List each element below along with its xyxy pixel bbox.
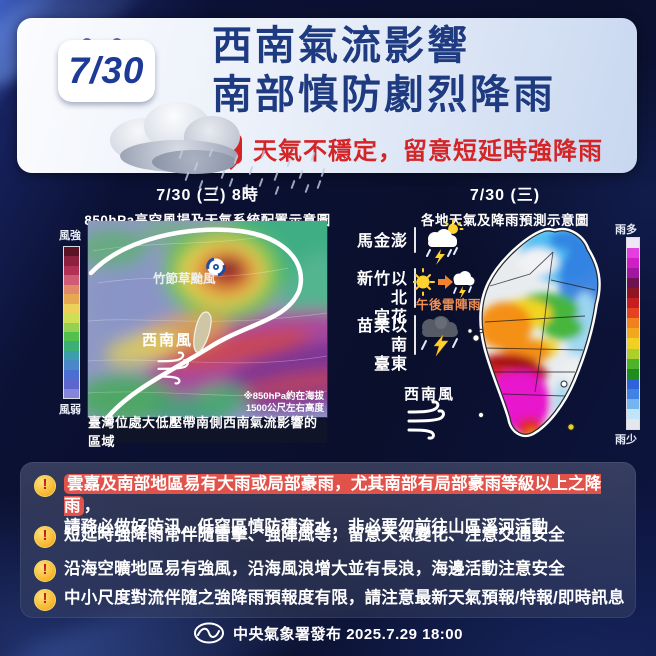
taiwan-rainfall-map (467, 227, 601, 438)
warning-exclamation-icon: ! (34, 475, 56, 497)
county-borders (483, 251, 596, 397)
scale-segment (627, 418, 639, 429)
scale-segment (627, 248, 639, 259)
advisory-item: ! 雲嘉及南部地區易有大雨或局部豪雨，尤其南部有局部豪雨等級以上之降雨， 請務必… (34, 474, 636, 539)
sun-shower-thunder-icon (426, 220, 464, 265)
scale-segment (64, 265, 79, 276)
scale-segment (64, 303, 79, 314)
wind-scale-top-label: 風強 (59, 230, 81, 242)
scale-segment (627, 358, 639, 369)
scale-segment (627, 258, 639, 269)
rain-scale-bottom-label: 雨少 (615, 434, 637, 446)
scale-segment (627, 268, 639, 279)
scale-segment (64, 247, 79, 257)
rain-cloud-icon (92, 100, 242, 180)
title-line-2: 南部慎防劇烈降雨 (212, 73, 556, 117)
scale-segment (64, 331, 79, 342)
scale-segment (627, 398, 639, 409)
page-title: 西南氣流影響 南部慎防劇烈降雨 (212, 22, 556, 120)
typhoon-symbol-icon (206, 257, 226, 277)
left-panel-datetime: 7/30 (三) 8時 (156, 187, 259, 204)
offshore-islands (467, 328, 575, 431)
header-card: 7/30 西南氣流影響 南部慎防劇烈降雨 ! 天氣不穩定，留意短延時強降雨 (17, 18, 637, 173)
scale-segment (64, 322, 79, 332)
scale-segment (627, 238, 639, 249)
left-map-caption: 臺灣位處大低壓帶南側西南氣流影響的區域 (88, 415, 327, 449)
warning-exclamation-icon: ! (34, 560, 56, 582)
scale-segment (627, 348, 639, 359)
region-separator (414, 315, 416, 355)
wind-strength-colorbar (63, 246, 80, 399)
afternoon-thundershower-note: 午後雷陣雨 (416, 298, 482, 312)
southwest-wind-label-right: 西南風 (404, 386, 456, 403)
scale-segment (64, 388, 79, 398)
scale-segment (627, 338, 639, 349)
scale-segment (64, 294, 79, 304)
right-panel-datetime: 7/30 (三) (469, 187, 541, 204)
scale-segment (64, 256, 79, 266)
right-panel-heading: 7/30 (三) 各地天氣及降雨預測示意圖 (360, 181, 650, 229)
advisory-text: 短延時強降雨常伴隨雷擊、強陣風等，留意天氣變化、注意交通安全 (64, 526, 565, 544)
sun-then-thundershower-icon (413, 268, 475, 299)
scale-segment (627, 288, 639, 299)
thunderstorm-icon (421, 316, 458, 357)
advisory-text: 雲嘉及南部地區易有大雨或局部豪雨，尤其南部有局部豪雨等級以上之降雨， 請務必做好… (64, 474, 636, 539)
advisory-text: 沿海空曠地區易有強風，沿海風浪增大並有長浪，海邊活動注意安全 (64, 560, 565, 578)
scale-segment (627, 278, 639, 289)
southwest-wind-label-left: 西南風 (142, 331, 193, 349)
region-label-hsinchu-north: 新竹以北 宜花 (356, 271, 408, 326)
scale-segment (627, 378, 639, 389)
streamlines (88, 235, 327, 397)
scale-segment (64, 360, 79, 370)
scale-segment (64, 313, 79, 323)
scale-segment (64, 379, 79, 389)
title-line-1: 西南氣流影響 (212, 24, 470, 68)
scale-segment (627, 308, 639, 319)
scale-segment (627, 408, 639, 419)
advisory-item: ! 中小尺度對流伴隨之強降雨預報度有限，請注意最新天氣預報/特報/即時訊息 (34, 588, 625, 611)
scale-segment (627, 328, 639, 339)
warning-exclamation-icon: ! (34, 589, 56, 611)
scale-segment (64, 275, 79, 285)
calendar-icon: 7/30 (58, 40, 155, 102)
scale-segment (64, 284, 79, 295)
scale-segment (64, 341, 79, 351)
right-panel-subtitle: 各地天氣及降雨預測示意圖 (421, 213, 589, 228)
calendar-date: 7/30 (68, 50, 145, 91)
advisory-text-line2: 請務必做好防汛，低窪區慎防積淹水，非必要勿前往山區溪河活動 (64, 518, 549, 536)
scale-segment (64, 350, 79, 361)
cwa-logo-icon (194, 622, 225, 644)
rainfall-colorbar (626, 237, 640, 430)
map-note-line2: 1500公尺左右高度 (246, 402, 325, 414)
region-label-makinpeng: 馬金澎 (356, 233, 408, 250)
advisory-item: ! 短延時強降雨常伴隨雷擊、強陣風等，留意天氣變化、注意交通安全 (34, 525, 565, 548)
850hpa-wind-field-map: 竹節草颱風 西南風 ※850hPa約在海拔 1500公尺左右高度 (88, 221, 327, 417)
publisher-timestamp: 中央氣象署發布 2025.7.29 18:00 (233, 625, 463, 643)
scale-segment (627, 298, 639, 309)
alert-row: ! 天氣不穩定，留意短延時強降雨 (219, 131, 603, 170)
advisory-text: 中小尺度對流伴隨之強降雨預報度有限，請注意最新天氣預報/特報/即時訊息 (64, 589, 625, 607)
wind-swirl-icon (157, 351, 189, 385)
scale-segment (627, 368, 639, 379)
rain-streak (273, 171, 279, 182)
typhoon-label: 竹節草颱風 (152, 271, 216, 286)
region-label-miaoli-south: 苗栗以南 臺東 (356, 318, 408, 373)
scale-segment (627, 388, 639, 399)
footer: 中央氣象署發布 2025.7.29 18:00 (0, 622, 656, 644)
warning-exclamation-icon: ! (34, 526, 56, 548)
advisory-panel: ! 雲嘉及南部地區易有大雨或局部豪雨，尤其南部有局部豪雨等級以上之降雨， 請務必… (20, 462, 636, 618)
taiwan-island-small (193, 311, 212, 353)
advisory-highlight: 雲嘉及南部地區易有大雨或局部豪雨，尤其南部有局部豪雨等級以上之降雨 (64, 474, 602, 516)
advisory-item: ! 沿海空曠地區易有強風，沿海風浪增大並有長浪，海邊活動注意安全 (34, 559, 565, 582)
alert-text: 天氣不穩定，留意短延時強降雨 (253, 138, 603, 165)
region-separator (414, 227, 416, 253)
wind-swirl-icon (407, 400, 445, 440)
scale-segment (627, 318, 639, 329)
scale-segment (64, 369, 79, 380)
rain-scale-top-label: 雨多 (615, 224, 637, 236)
map-note-line1: ※850hPa約在海拔 (243, 390, 324, 402)
wind-scale-bottom-label: 風弱 (59, 404, 81, 416)
region-separator (414, 268, 416, 308)
